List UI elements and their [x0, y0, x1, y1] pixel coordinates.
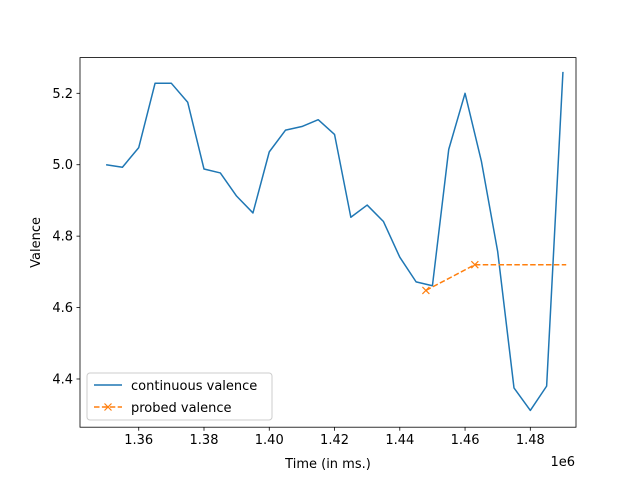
y-tick-label: 4.4 [52, 372, 73, 387]
y-tick-label: 5.2 [52, 87, 73, 102]
x-tick-label: 1.40 [255, 433, 284, 448]
y-axis: 4.4 4.6 4.8 5.0 5.2 [52, 87, 80, 387]
probed-valence-point [421, 286, 430, 295]
series-layer [105, 71, 567, 412]
x-offset-label: 1e6 [550, 455, 575, 470]
x-tick-label: 1.42 [320, 433, 349, 448]
probed-valence-point [470, 260, 479, 269]
x-tick-label: 1.38 [190, 433, 219, 448]
x-tick-label: 1.48 [516, 433, 545, 448]
x-tick-label: 1.44 [385, 433, 414, 448]
y-tick-label: 5.0 [52, 158, 73, 173]
legend-label-continuous: continuous valence [131, 379, 257, 394]
x-axis: 1.36 1.38 1.40 1.42 1.44 1.46 1.48 [124, 427, 545, 448]
series-line-probed-valence [425, 263, 567, 292]
plot-frame [79, 57, 577, 428]
y-axis-label: Valence [29, 217, 44, 268]
y-tick-label: 4.6 [52, 301, 73, 316]
legend: continuous valence probed valence [86, 372, 273, 421]
legend-marker-probed [104, 403, 112, 411]
y-tick-label: 4.8 [52, 230, 73, 245]
x-axis-label: Time (in ms.) [284, 457, 371, 472]
series-line-continuous-valence [105, 71, 564, 412]
x-tick-label: 1.36 [124, 433, 153, 448]
x-tick-label: 1.46 [451, 433, 480, 448]
legend-label-probed: probed valence [131, 401, 232, 416]
legend-box [86, 372, 273, 421]
